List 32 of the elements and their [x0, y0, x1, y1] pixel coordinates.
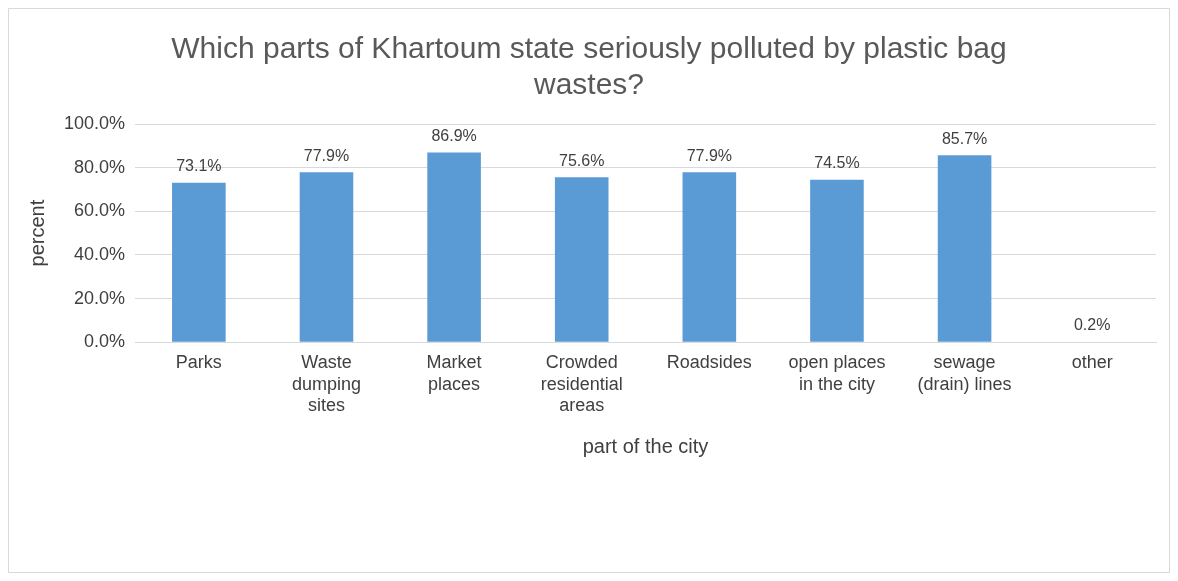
x-tick-label: Parks	[175, 351, 222, 372]
y-axis-title: percent	[25, 199, 48, 267]
data-label: 86.9%	[431, 126, 477, 144]
data-label: 0.2%	[1073, 316, 1111, 334]
bar	[299, 172, 354, 342]
y-tick-label: 20.0%	[74, 287, 126, 308]
x-axis-title: part of the city	[582, 434, 709, 457]
y-tick-label: 60.0%	[74, 200, 126, 221]
bar	[937, 155, 992, 342]
bar	[810, 179, 864, 342]
y-tick-label: 100.0%	[63, 112, 126, 133]
data-label: 85.7%	[941, 129, 988, 147]
x-tick-label: Market places	[426, 351, 482, 394]
data-label: 77.9%	[303, 146, 350, 164]
data-label: 75.6%	[559, 151, 605, 169]
x-tick-label: Crowded residential areas	[540, 351, 623, 416]
y-tick-label: 0.0%	[84, 331, 126, 352]
data-label: 74.5%	[814, 154, 860, 172]
bar	[172, 182, 226, 342]
x-tick-label: Roadsides	[666, 351, 752, 372]
x-tick-label: Waste dumping sites	[291, 351, 361, 416]
x-tick-label: sewage (drain) lines	[917, 351, 1012, 394]
bar	[427, 152, 481, 342]
bar	[682, 172, 737, 342]
x-tick-label: other	[1071, 351, 1113, 372]
data-label: 77.9%	[686, 146, 733, 164]
data-label: 73.1%	[176, 157, 222, 175]
y-tick-label: 40.0%	[74, 243, 126, 264]
chart-title: Which parts of Khartoum state seriously polluted by plastic bag wastes?	[171, 31, 1007, 101]
bar	[554, 177, 609, 342]
x-tick-label: open places in the city	[788, 351, 886, 394]
y-tick-label: 80.0%	[74, 156, 126, 177]
